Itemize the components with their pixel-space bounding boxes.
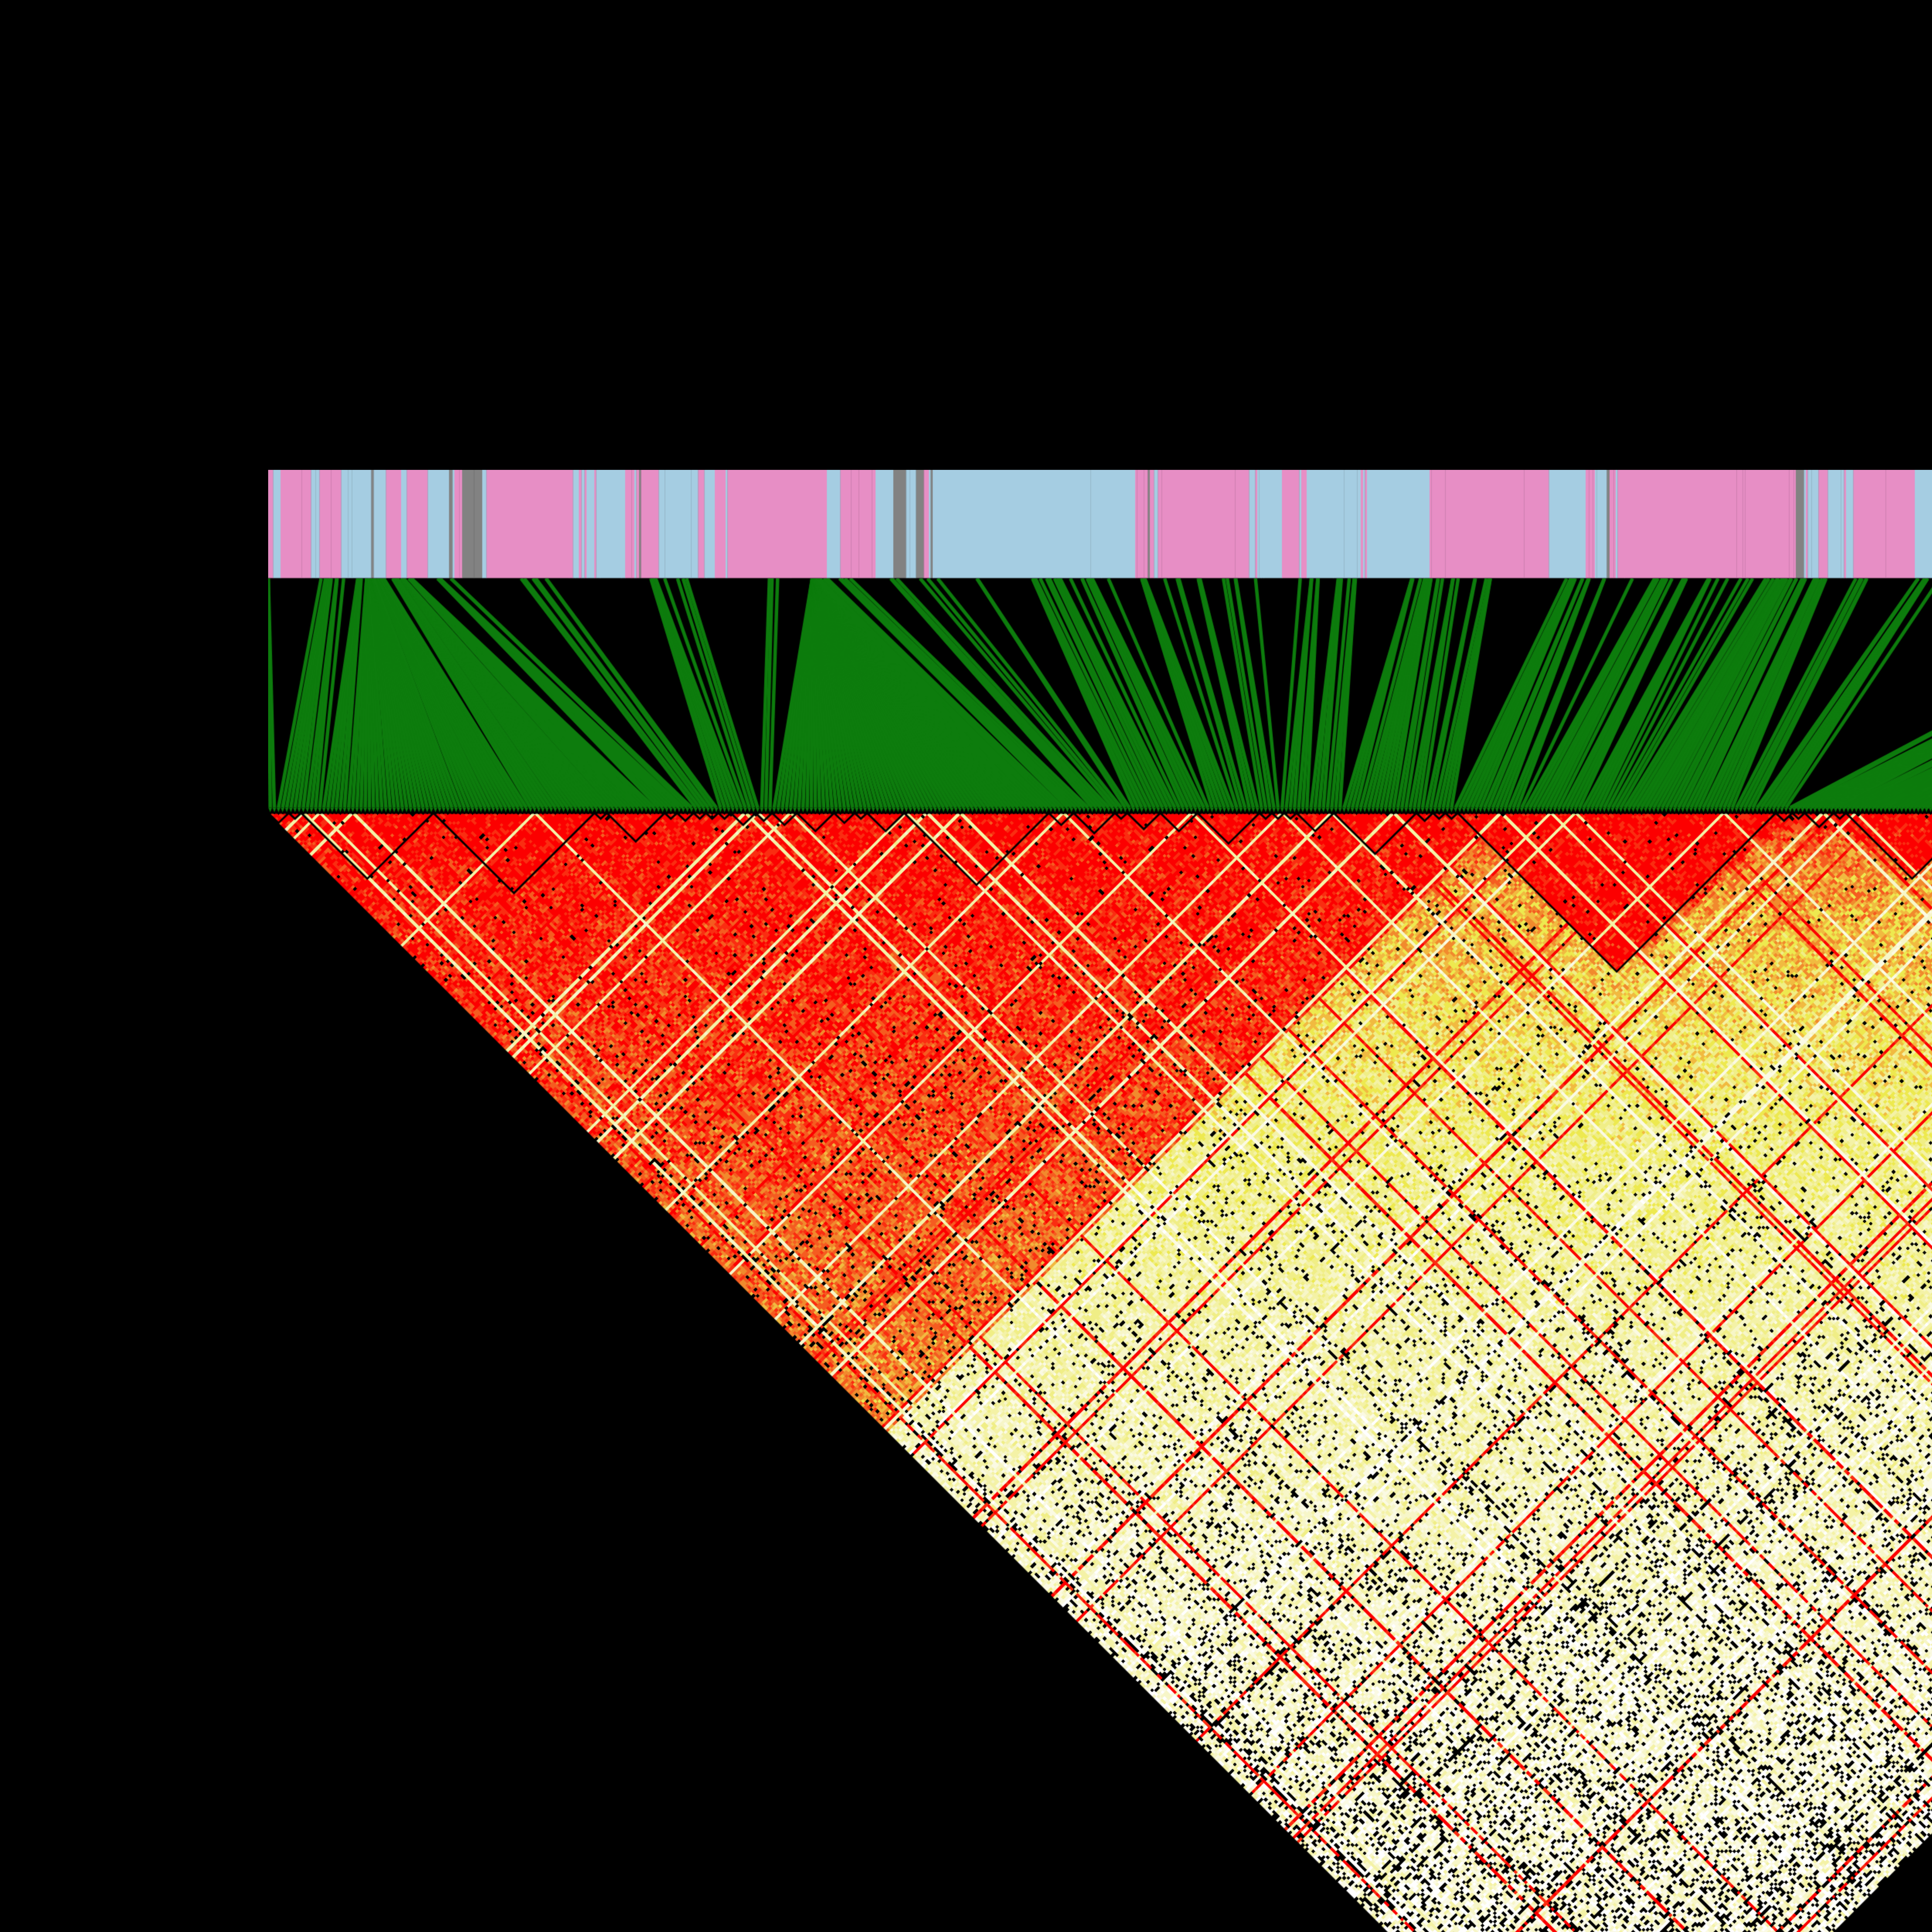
genetic-map-fan-track <box>268 578 1932 813</box>
snp-annotation-track <box>268 470 1932 578</box>
ld-triangle-heatmap <box>268 813 1932 1932</box>
